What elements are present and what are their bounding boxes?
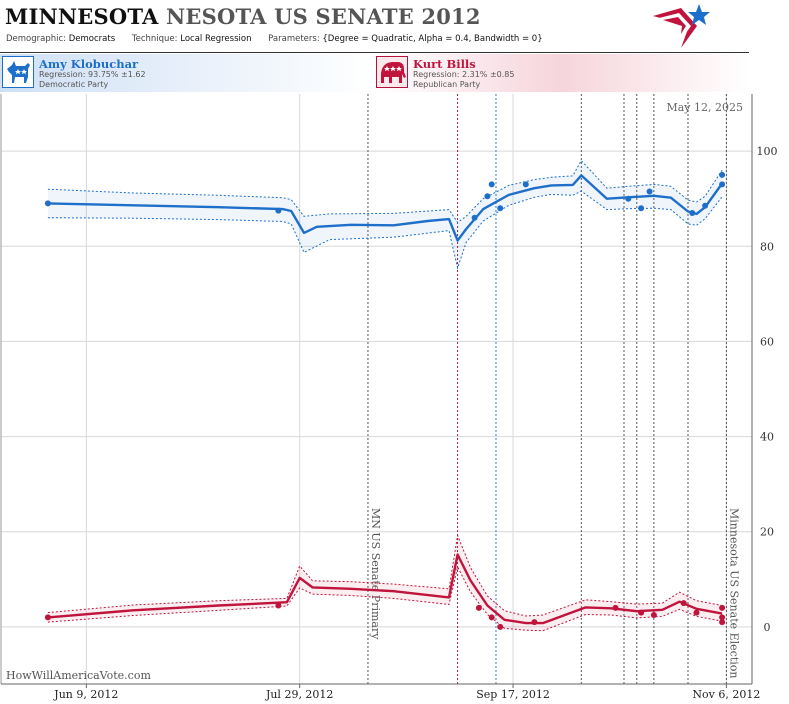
poll-point xyxy=(680,600,687,607)
y-tick-label: 80 xyxy=(760,240,774,253)
confidence-band xyxy=(47,160,723,269)
poll-point xyxy=(471,214,478,221)
candidate-rep: Kurt Bills Regression: 2.31% ±0.85 Repub… xyxy=(374,54,749,92)
title-rest: NESOTA US SENATE 2012 xyxy=(166,4,481,29)
y-tick-label: 40 xyxy=(760,431,774,444)
poll-point xyxy=(522,181,529,188)
poll-point xyxy=(719,181,726,188)
poll-point xyxy=(638,205,645,212)
poll-point xyxy=(275,207,282,214)
header: MINNESOTA NESOTA US SENATE 2012 Demograp… xyxy=(0,0,749,53)
x-tick-label: Jul 29, 2012 xyxy=(265,688,334,701)
upper-bound-line xyxy=(47,533,723,617)
poll-point xyxy=(689,210,696,216)
confidence-band xyxy=(47,535,723,631)
y-tick-label: 100 xyxy=(757,145,778,158)
poll-point xyxy=(702,202,709,209)
parameters-line: Demographic: Democrats Technique: Local … xyxy=(6,34,557,44)
candidate-regression: Regression: 2.31% ±0.85 xyxy=(413,70,515,79)
poll-point xyxy=(497,205,504,212)
poll-point xyxy=(650,612,657,618)
lower-bound-line xyxy=(47,565,723,632)
y-tick-label: 0 xyxy=(764,621,771,634)
site-logo-icon xyxy=(653,4,710,48)
technique-label: Technique: xyxy=(131,34,178,44)
x-tick-label: Jun 9, 2012 xyxy=(53,688,118,701)
lower-bound-line xyxy=(47,190,723,270)
parameters-label: Parameters: xyxy=(268,34,320,44)
event-label: MN US Senate Primary xyxy=(369,508,382,640)
poll-point xyxy=(693,609,700,616)
poll-point xyxy=(475,604,482,611)
elephant-icon xyxy=(376,56,408,88)
page-title: MINNESOTA NESOTA US SENATE 2012 xyxy=(5,4,481,29)
x-tick-label: Sep 17, 2012 xyxy=(476,688,550,701)
trend-line xyxy=(47,174,724,242)
candidate-party: Democratic Party xyxy=(39,80,109,89)
poll-point xyxy=(719,171,726,178)
title-state: MINNESOTA xyxy=(5,4,159,29)
poll-point xyxy=(719,614,726,621)
poll-point xyxy=(646,188,653,195)
poll-point xyxy=(531,619,538,626)
y-tick-label: 60 xyxy=(760,335,774,348)
candidate-name: Amy Klobuchar xyxy=(39,57,139,71)
event-label: Minnesota US Senate Election xyxy=(727,508,740,678)
poll-point xyxy=(488,614,495,621)
poll-point xyxy=(44,614,51,621)
poll-point xyxy=(719,604,726,611)
upper-bound-line xyxy=(47,159,723,224)
candidate-party: Republican Party xyxy=(413,80,481,89)
poll-point xyxy=(44,200,51,207)
demographic-value: Democrats xyxy=(68,34,116,44)
x-tick-label: Nov 6, 2012 xyxy=(692,688,760,701)
parameters-value: {Degree = Quadratic, Alpha = 0.4, Bandwi… xyxy=(322,34,543,44)
date-stamp: May 12, 2025 xyxy=(666,101,743,114)
candidate-name: Kurt Bills xyxy=(413,57,476,71)
poll-point xyxy=(275,602,282,609)
watermark: HowWillAmericaVote.com xyxy=(6,669,151,682)
poll-point xyxy=(484,193,491,200)
donkey-icon xyxy=(2,56,34,88)
candidate-regression: Regression: 93.75% ±1.62 xyxy=(39,70,146,79)
candidate-dem: Amy Klobuchar Regression: 93.75% ±1.62 D… xyxy=(0,54,374,92)
poll-point xyxy=(719,619,726,626)
poll-point xyxy=(497,623,504,630)
trend-line xyxy=(47,553,723,625)
technique-value: Local Regression xyxy=(180,34,252,44)
poll-point xyxy=(612,604,619,611)
poll-point xyxy=(638,609,645,616)
demographic-label: Demographic: xyxy=(6,34,67,44)
poll-point xyxy=(488,181,495,188)
poll-point xyxy=(625,195,632,202)
y-tick-label: 20 xyxy=(760,526,774,539)
candidate-legend: Amy Klobuchar Regression: 93.75% ±1.62 D… xyxy=(0,54,749,94)
